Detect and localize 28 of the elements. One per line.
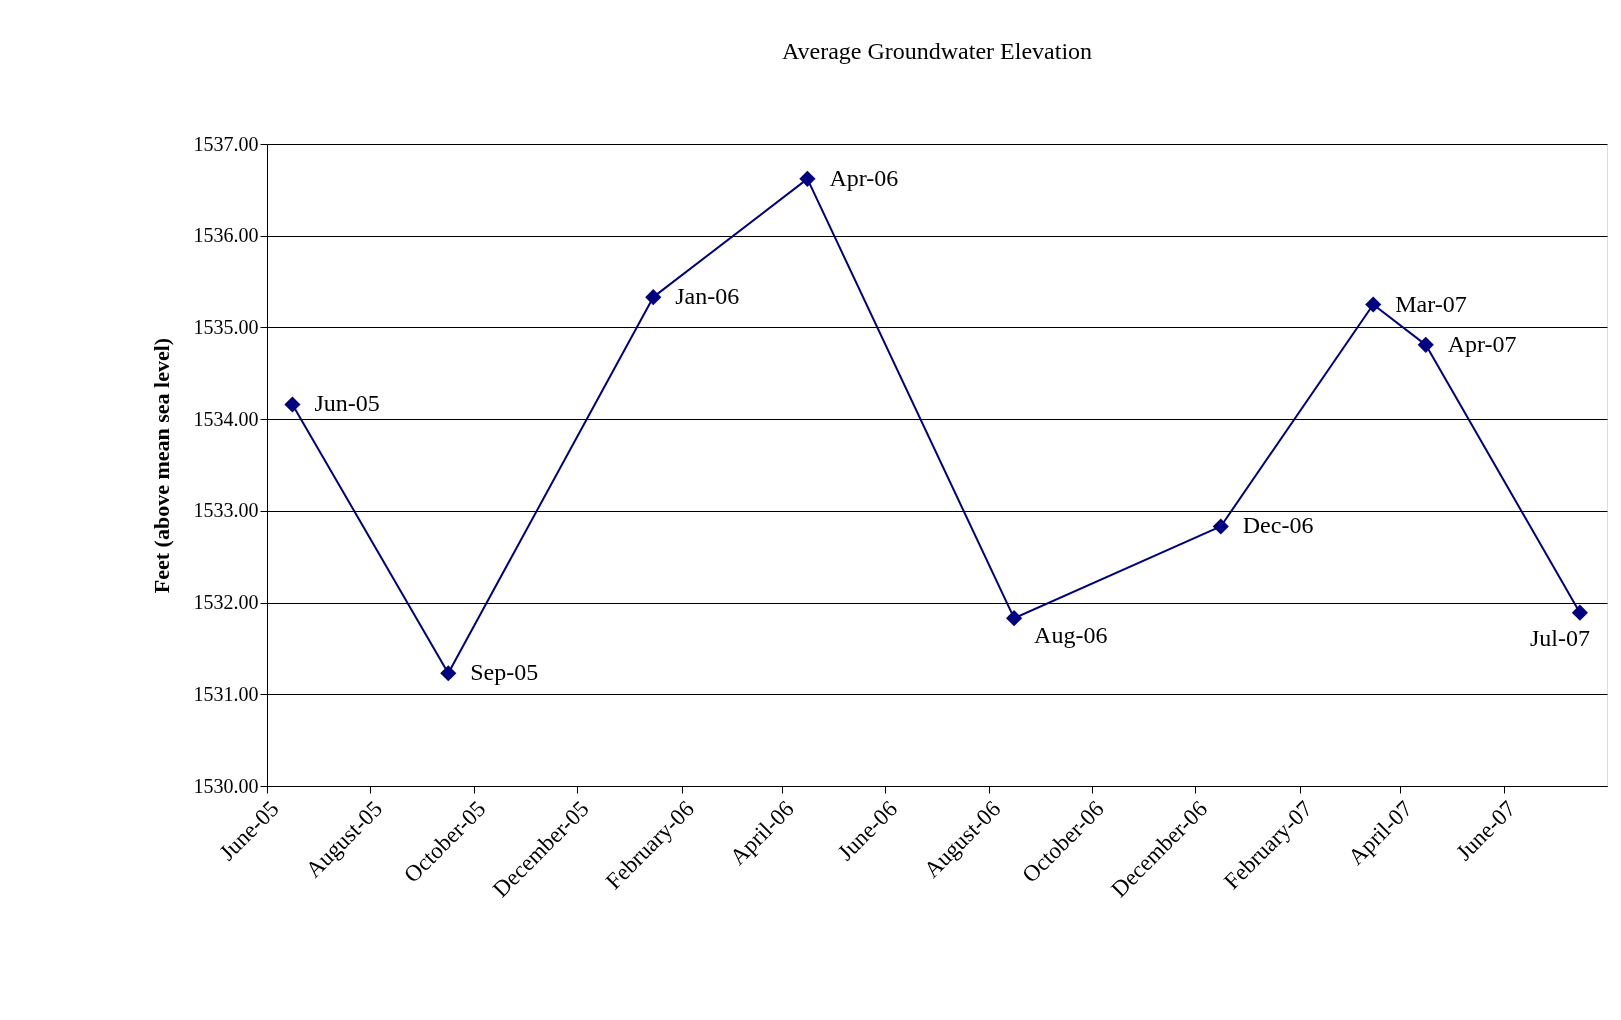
point [1006, 610, 1023, 627]
annotation: Apr-06 [829, 164, 899, 191]
y-tick-label: 1533.00 [193, 499, 259, 522]
point [1417, 336, 1434, 353]
point [284, 396, 301, 413]
point [645, 289, 662, 306]
annotation: Mar-07 [1395, 290, 1467, 317]
point [799, 170, 816, 187]
y-tick-label: 1536.00 [193, 224, 259, 247]
y-axis-title: Feet (above mean sea level) [148, 337, 174, 594]
annotation: Aug-06 [1034, 622, 1108, 649]
y-tick-label: 1535.00 [193, 315, 259, 338]
annotation: Jun-05 [314, 390, 380, 417]
annotation: Jan-06 [675, 283, 740, 310]
point [440, 665, 457, 682]
y-tick-label: 1534.00 [193, 407, 259, 430]
annotation: Sep-05 [470, 659, 539, 686]
annotation: Dec-06 [1242, 512, 1314, 539]
y-tick-label: 1532.00 [193, 591, 259, 614]
annotation: Apr-07 [1447, 330, 1517, 357]
y-tick-label: 1537.00 [193, 132, 259, 155]
y-tick-label: 1531.00 [193, 682, 259, 705]
y-tick-label: 1530.00 [193, 774, 259, 797]
point [1571, 604, 1588, 621]
annotation: Jul-07 [1529, 624, 1590, 651]
chart-title: Average Groundwater Elevation [781, 38, 1093, 64]
point [1365, 296, 1382, 313]
point [1212, 518, 1229, 535]
